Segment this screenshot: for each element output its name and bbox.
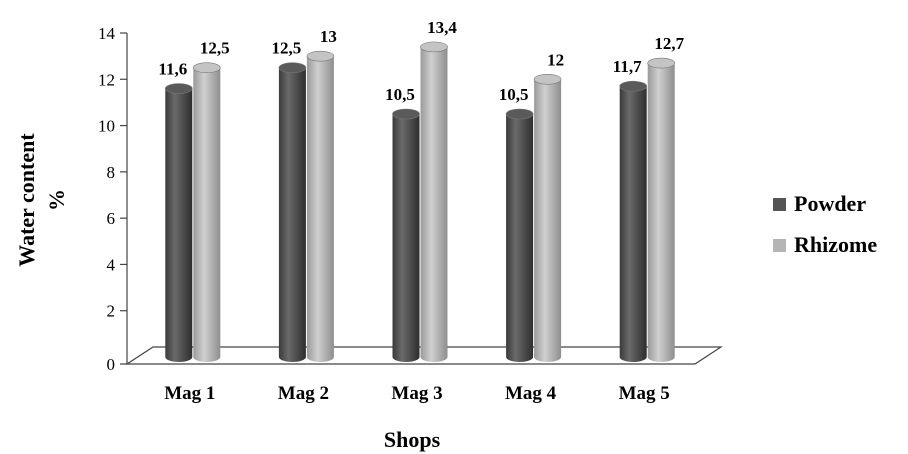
data-label: 12,7 [654, 34, 684, 53]
legend-label-rhizome: Rhizome [794, 232, 877, 257]
bar-powder [505, 108, 534, 362]
y-tick-label: 2 [107, 302, 116, 321]
bar-powder [392, 108, 420, 362]
bar-rhizome [306, 50, 335, 363]
bar-rhizome [193, 62, 221, 362]
floor-plane [124, 346, 724, 365]
data-labels: 11,6 12,5 12,5 13 10,5 13,4 10,5 12 11,7 12,7 [158, 18, 684, 104]
bar-powder [278, 62, 307, 362]
axes [124, 33, 724, 365]
x-category-label: Mag 3 [391, 383, 442, 404]
data-label: 10,5 [499, 85, 529, 104]
bar-rhizome [647, 57, 676, 362]
data-label: 11,6 [158, 60, 187, 79]
x-axis-title: Shops [384, 427, 441, 452]
data-label: 13,4 [427, 18, 457, 37]
bar-rhizome [420, 41, 448, 363]
legend-swatch-powder [773, 198, 786, 211]
legend-label-powder: Powder [794, 191, 866, 216]
y-axis-ticks: 0 2 4 6 8 10 12 14 [98, 24, 127, 374]
data-label: 10,5 [385, 85, 415, 104]
y-tick-label: 4 [107, 255, 116, 274]
data-label: 13 [320, 27, 337, 46]
y-tick-label: 10 [98, 117, 115, 136]
y-axis-title-line1: Water content [14, 133, 39, 267]
data-label: 12,5 [200, 39, 230, 58]
y-tick-label: 6 [107, 209, 116, 228]
bar-rhizome [533, 73, 562, 363]
x-category-label: Mag 1 [164, 383, 215, 404]
x-category-label: Mag 5 [619, 383, 670, 404]
legend: Powder Rhizome [773, 191, 877, 257]
x-category-label: Mag 4 [505, 383, 557, 404]
x-category-label: Mag 2 [278, 383, 329, 404]
y-tick-label: 14 [98, 24, 116, 43]
y-tick-label: 0 [107, 355, 116, 374]
bar-powder [619, 80, 648, 362]
y-tick-label: 8 [107, 163, 116, 182]
data-label: 11,7 [613, 57, 642, 76]
y-axis-title-line2: % [44, 189, 69, 211]
x-axis-categories: Mag 1 Mag 2 Mag 3 Mag 4 Mag 5 [164, 383, 670, 404]
data-label: 12 [547, 50, 564, 69]
data-label: 12,5 [272, 39, 302, 58]
y-tick-label: 12 [98, 70, 115, 89]
legend-swatch-rhizome [773, 239, 786, 252]
bars [165, 41, 676, 363]
bar-powder [165, 83, 193, 363]
